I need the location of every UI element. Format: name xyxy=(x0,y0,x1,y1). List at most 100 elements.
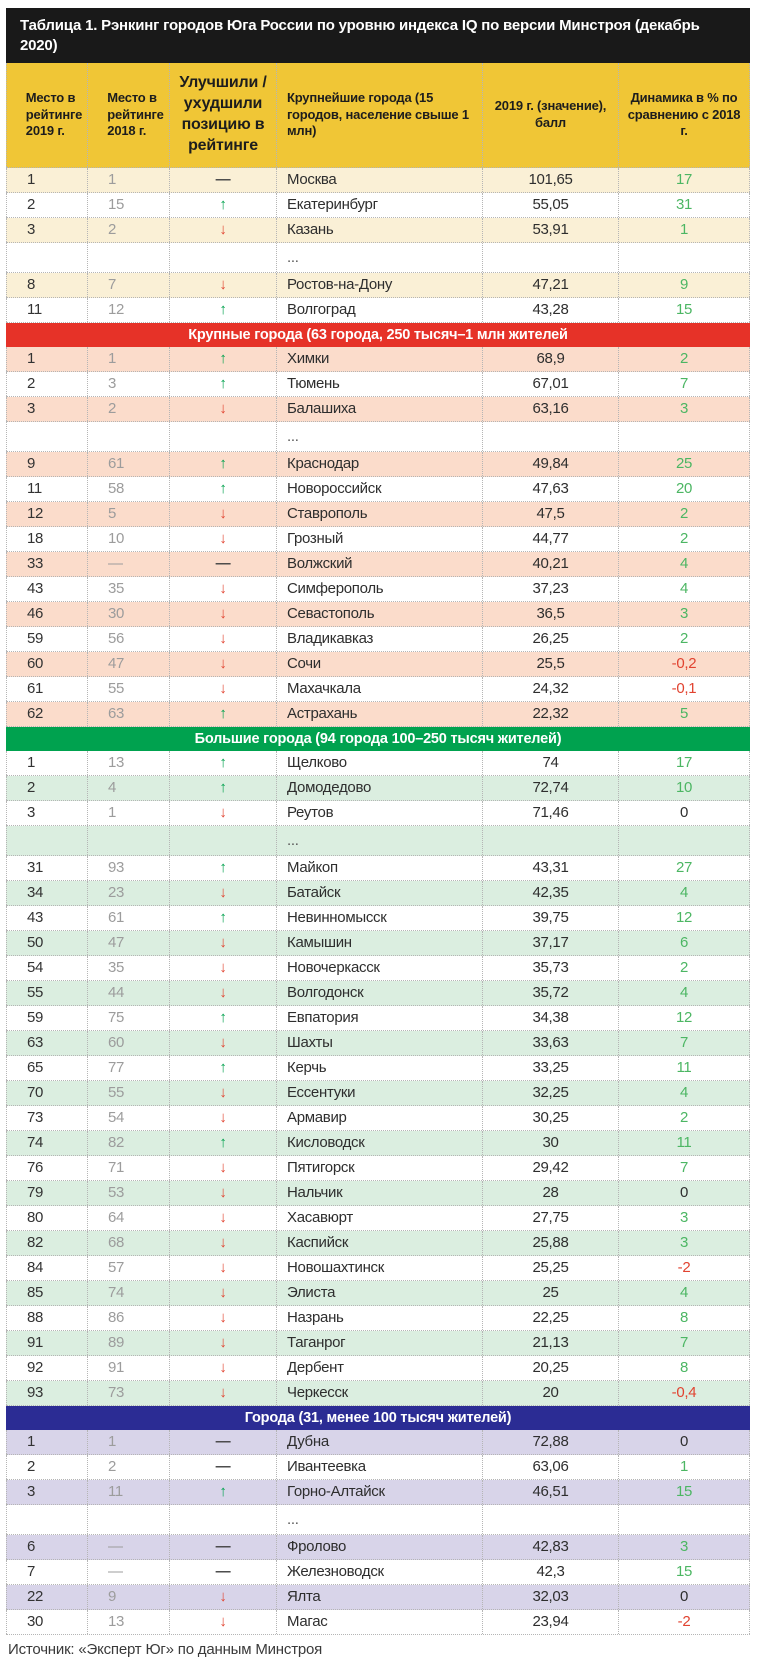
city-cell: Пятигорск xyxy=(277,1156,483,1180)
dynamics-cell: 2 xyxy=(619,1106,750,1130)
rank-2019-cell: 80 xyxy=(6,1206,88,1230)
dynamics-cell: -0,2 xyxy=(619,652,750,676)
table-row: 7— — Железноводск 42,3 15 xyxy=(6,1560,750,1585)
rank-2018-cell: 44 xyxy=(88,981,170,1005)
trend-cell: ↓ xyxy=(170,1356,277,1380)
no-change-dash-icon: — xyxy=(215,1563,231,1580)
no-change-dash-icon: — xyxy=(215,1458,231,1475)
score-cell: 63,06 xyxy=(483,1455,619,1479)
city-cell: Майкоп xyxy=(277,856,483,880)
city-cell: Волгодонск xyxy=(277,981,483,1005)
rank-2018-cell: 68 xyxy=(88,1231,170,1255)
table-row: 59 75 ↑ Евпатория 34,38 12 xyxy=(6,1006,750,1031)
table-row: 80 64 ↓ Хасавюрт 27,75 3 xyxy=(6,1206,750,1231)
column-header-trend: Улучшили / ухудшили позицию в рейтинге xyxy=(170,63,277,167)
score-cell: 33,63 xyxy=(483,1031,619,1055)
score-cell: 71,46 xyxy=(483,801,619,825)
down-arrow-icon: ↓ xyxy=(219,1284,227,1301)
up-arrow-icon: ↑ xyxy=(219,1059,227,1076)
dynamics-cell: 3 xyxy=(619,1535,750,1559)
table-row: 93 73 ↓ Черкесск 20 -0,4 xyxy=(6,1381,750,1406)
table-row: 79 53 ↓ Нальчик 28 0 xyxy=(6,1181,750,1206)
up-arrow-icon: ↑ xyxy=(219,1134,227,1151)
rank-2018-cell: 1 xyxy=(88,1430,170,1454)
rank-2019-cell: 3 xyxy=(6,218,88,242)
table-row: 61 55 ↓ Махачкала 24,32 -0,1 xyxy=(6,677,750,702)
section-header: Города (31, менее 100 тысяч жителей) xyxy=(6,1406,750,1430)
dynamics-cell: 12 xyxy=(619,906,750,930)
no-change-dash-icon: — xyxy=(215,1538,231,1555)
city-cell: Новочеркасск xyxy=(277,956,483,980)
dynamics-cell: 5 xyxy=(619,702,750,726)
rank-2018-cell: 71 xyxy=(88,1156,170,1180)
dynamics-cell: 7 xyxy=(619,1331,750,1355)
down-arrow-icon: ↓ xyxy=(219,276,227,293)
down-arrow-icon: ↓ xyxy=(219,680,227,697)
rank-2018-cell: 7 xyxy=(88,273,170,297)
city-cell: Шахты xyxy=(277,1031,483,1055)
down-arrow-icon: ↓ xyxy=(219,884,227,901)
down-arrow-icon: ↓ xyxy=(219,505,227,522)
trend-cell: ↓ xyxy=(170,1256,277,1280)
city-cell: Батайск xyxy=(277,881,483,905)
score-cell: 35,73 xyxy=(483,956,619,980)
rank-2018-cell: 10 xyxy=(88,527,170,551)
trend-cell: — xyxy=(170,1535,277,1559)
rank-2018-cell: 86 xyxy=(88,1306,170,1330)
trend-cell: — xyxy=(170,1560,277,1584)
score-cell: 33,25 xyxy=(483,1056,619,1080)
score-cell: 32,25 xyxy=(483,1081,619,1105)
trend-cell: ↑ xyxy=(170,347,277,371)
table-row: 63 60 ↓ Шахты 33,63 7 xyxy=(6,1031,750,1056)
dynamics-cell: 0 xyxy=(619,1181,750,1205)
rank-2018-cell: 93 xyxy=(88,856,170,880)
table-row: 43 35 ↓ Симферополь 37,23 4 xyxy=(6,577,750,602)
score-cell: 37,23 xyxy=(483,577,619,601)
dynamics-cell: 2 xyxy=(619,527,750,551)
score-cell: 49,84 xyxy=(483,452,619,476)
score-cell: 53,91 xyxy=(483,218,619,242)
score-cell: 25 xyxy=(483,1281,619,1305)
table-row: 62 63 ↑ Астрахань 22,32 5 xyxy=(6,702,750,727)
trend-cell: ↓ xyxy=(170,956,277,980)
trend-cell: ↓ xyxy=(170,1331,277,1355)
ranking-table: Место в рейтинге 2019 г. Место в рейтинге… xyxy=(6,63,750,1635)
score-cell: 25,25 xyxy=(483,1256,619,1280)
column-header-dynamics: Динамика в % по сравнению с 2018 г. xyxy=(619,63,750,167)
rank-2019-cell: 70 xyxy=(6,1081,88,1105)
dynamics-cell: -0,4 xyxy=(619,1381,750,1405)
up-arrow-icon: ↑ xyxy=(219,909,227,926)
score-cell: 42,3 xyxy=(483,1560,619,1584)
trend-cell: — xyxy=(170,168,277,192)
dynamics-cell xyxy=(619,1505,750,1534)
score-cell: 29,42 xyxy=(483,1156,619,1180)
trend-cell: ↓ xyxy=(170,677,277,701)
table-row: 11 12 ↑ Волгоград 43,28 15 xyxy=(6,298,750,323)
city-cell: Ялта xyxy=(277,1585,483,1609)
rank-2018-cell xyxy=(88,826,170,855)
rank-2019-cell: 65 xyxy=(6,1056,88,1080)
dynamics-cell: 4 xyxy=(619,577,750,601)
rank-2019-cell: 6 xyxy=(6,1535,88,1559)
dynamics-cell xyxy=(619,826,750,855)
rank-2019-cell: 3 xyxy=(6,1480,88,1504)
trend-cell xyxy=(170,243,277,272)
rank-2018-cell: 2 xyxy=(88,218,170,242)
score-cell: 35,72 xyxy=(483,981,619,1005)
rank-2019-cell: 82 xyxy=(6,1231,88,1255)
city-cell: Невинномысск xyxy=(277,906,483,930)
dynamics-cell: 2 xyxy=(619,627,750,651)
rank-2019-cell: 3 xyxy=(6,801,88,825)
city-cell: Казань xyxy=(277,218,483,242)
up-arrow-icon: ↑ xyxy=(219,301,227,318)
rank-2019-cell: 43 xyxy=(6,577,88,601)
down-arrow-icon: ↓ xyxy=(219,1034,227,1051)
score-cell: 25,88 xyxy=(483,1231,619,1255)
no-change-dash-icon: — xyxy=(215,171,231,188)
rank-2019-cell: 1 xyxy=(6,1430,88,1454)
ellipsis-row: ... xyxy=(6,826,750,856)
rank-2019-cell: 74 xyxy=(6,1131,88,1155)
dynamics-cell: -2 xyxy=(619,1256,750,1280)
city-cell: Евпатория xyxy=(277,1006,483,1030)
